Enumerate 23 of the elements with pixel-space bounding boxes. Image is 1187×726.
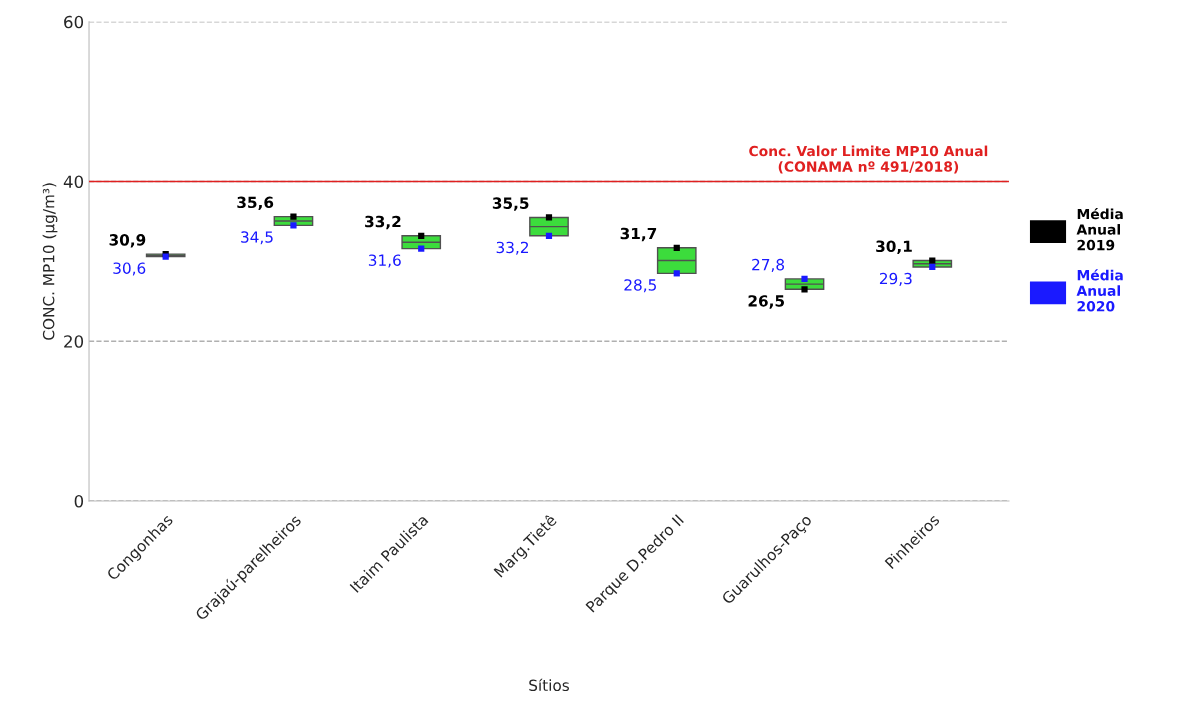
data-label: 35,5 <box>492 197 529 211</box>
data-label: 30,1 <box>876 240 912 254</box>
x-axis-title: Sítios <box>529 678 569 692</box>
y-axis-title: CONC. MP10 (µg/m³) <box>42 183 58 340</box>
data-label: 31,6 <box>368 254 401 268</box>
y-tick-label: 60 <box>64 15 84 29</box>
data-label: 30,9 <box>109 234 146 248</box>
data-label: 26,5 <box>748 295 785 309</box>
legend-label: Média Anual 2019 <box>1076 207 1123 251</box>
data-label: 27,8 <box>752 258 785 272</box>
data-label: 33,2 <box>365 215 401 230</box>
data-label: 31,7 <box>620 227 657 242</box>
data-label: 30,6 <box>113 262 146 276</box>
legend-label: Média Anual 2020 <box>1076 269 1123 312</box>
data-label: 33,2 <box>496 241 529 255</box>
ref-line-label: Conc. Valor Limite MP10 Anual (CONAMA nº 491/2018) <box>749 145 988 174</box>
y-tick-label: 20 <box>64 335 84 348</box>
data-label: 35,6 <box>237 196 274 211</box>
y-tick-label: 40 <box>63 175 84 189</box>
y-tick-label: 0 <box>74 494 84 508</box>
data-label: 34,5 <box>241 231 273 245</box>
data-label: 29,3 <box>879 272 912 286</box>
data-label: 28,5 <box>624 279 656 293</box>
